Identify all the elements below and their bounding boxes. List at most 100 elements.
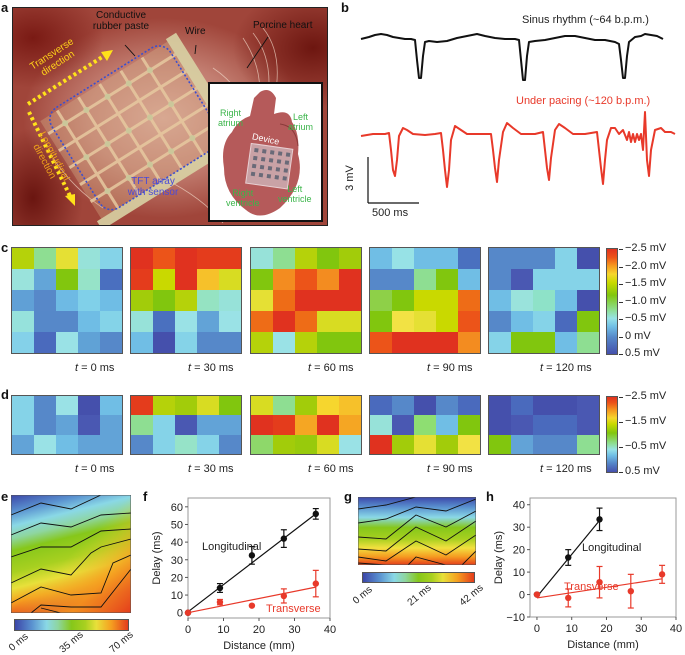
panel-label-e: e — [1, 489, 9, 504]
heatmap-cell — [251, 290, 273, 311]
heatmap-cell — [34, 269, 56, 290]
data-point-transverse — [216, 598, 224, 606]
heatmap-cell — [533, 311, 555, 332]
heatmap-cell — [511, 311, 533, 332]
heatmap-cell — [100, 290, 122, 311]
data-point-transverse — [248, 602, 256, 609]
heatmap-cell — [370, 415, 392, 435]
data-point-transverse — [184, 609, 192, 616]
heatmap-cell — [251, 311, 273, 332]
heatmap-cell — [34, 415, 56, 435]
x-axis-label: Distance (mm) — [223, 640, 295, 652]
heatmap-cell — [392, 269, 414, 290]
heatmap-cell — [131, 248, 153, 269]
heatmap-cell — [251, 332, 273, 353]
heatmap-cell — [339, 269, 361, 290]
heatmap-cell — [317, 434, 339, 454]
x-tick-label: 30 — [635, 623, 647, 635]
heatmap-cell — [317, 415, 339, 435]
e-colorbar-tick-1: 35 ms — [57, 629, 86, 655]
heatmap-cell — [511, 396, 533, 416]
panel-c-colorbar-tick-5: 0 mV — [619, 329, 651, 342]
heatmap-cell — [295, 311, 317, 332]
heart-inset: Right atrium Left atrium Device Right ve… — [208, 82, 323, 222]
heatmap-cell — [100, 311, 122, 332]
data-point-transverse — [312, 580, 319, 587]
heatmap-cell — [458, 415, 480, 435]
x-tick-label: 10 — [566, 623, 578, 635]
heatmap-cell — [489, 434, 511, 454]
heatmap-cell — [100, 396, 122, 416]
heatmap-cell — [78, 269, 100, 290]
panel-label-c: c — [1, 240, 9, 255]
y-axis-label: Delay (ms) — [493, 531, 505, 584]
heatmap-cell — [339, 396, 361, 416]
heatmap-cell — [12, 434, 34, 454]
data-point-transverse — [565, 594, 572, 602]
heatmap-cell — [392, 415, 414, 435]
heatmap-cell — [392, 290, 414, 311]
heatmap-cell — [370, 311, 392, 332]
heatmap-cell — [153, 311, 175, 332]
heatmap-cell — [339, 332, 361, 353]
heatmap-cell — [78, 311, 100, 332]
y-tick-label: 10 — [171, 590, 183, 602]
heatmap-cell — [489, 396, 511, 416]
heatmap-cell — [175, 415, 197, 435]
scale-label-time: 500 ms — [372, 207, 409, 219]
panel-c-heatmap-1 — [130, 247, 242, 354]
heatmap-cell — [56, 396, 78, 416]
panel-c-colorbar-tick-0: −2.5 mV — [618, 242, 667, 254]
contour-fill — [358, 497, 476, 565]
heatmap-cell — [100, 434, 122, 454]
heatmap-cell — [78, 434, 100, 454]
heatmap-cell — [219, 248, 241, 269]
heatmap-cell — [577, 269, 599, 290]
heatmap-cell — [56, 434, 78, 454]
series-label-transverse: Transverse — [564, 581, 619, 593]
heatmap-cell — [131, 290, 153, 311]
heatmap-cell — [34, 434, 56, 454]
heatmap-cell — [34, 248, 56, 269]
x-tick-label: 0 — [185, 624, 191, 636]
g-colorbar-tick-0: 0 ms — [350, 584, 375, 607]
heatmap-cell — [577, 434, 599, 454]
heatmap-cell — [392, 332, 414, 353]
heatmap-cell — [56, 290, 78, 311]
heatmap-cell — [153, 396, 175, 416]
data-point-transverse — [533, 591, 541, 598]
heatmap-cell — [78, 248, 100, 269]
heatmap-cell — [295, 396, 317, 416]
heatmap-cell — [175, 248, 197, 269]
heatmap-cell — [555, 396, 577, 416]
data-point-longitudinal — [248, 552, 256, 559]
label-porcine-heart: Porcine heart — [253, 20, 313, 31]
panel-d-time-label-4: t = 120 ms — [540, 463, 592, 475]
heatmap-cell — [219, 415, 241, 435]
heatmap-cell — [100, 415, 122, 435]
heatmap-cell — [197, 434, 219, 454]
heatmap-cell — [339, 248, 361, 269]
series-label-transverse: Transverse — [266, 603, 321, 615]
panel-a-photo: Conductive rubber paste Wire Porcine hea… — [12, 7, 328, 226]
heatmap-cell — [436, 332, 458, 353]
panel-d-heatmap-0 — [11, 395, 123, 455]
heatmap-cell — [370, 434, 392, 454]
scale-label-voltage: 3 mV — [343, 165, 356, 191]
heatmap-cell — [317, 311, 339, 332]
series-label-longitudinal: Longitudinal — [582, 542, 641, 554]
panel-c-time-label-4: t = 120 ms — [540, 362, 592, 374]
heatmap-cell — [153, 332, 175, 353]
heatmap-cell — [175, 434, 197, 454]
heatmap-cell — [197, 415, 219, 435]
isochrone-lines — [11, 495, 131, 613]
e-colorbar-tick-0: 0 ms — [6, 631, 31, 654]
panel-g-colorbar — [362, 572, 475, 583]
heatmap-cell — [370, 396, 392, 416]
panel-c-colorbar-tick-4: −0.5 mV — [618, 312, 667, 324]
data-point-longitudinal — [596, 516, 603, 523]
heatmap-cell — [458, 332, 480, 353]
heatmap-cell — [12, 332, 34, 353]
panel-c-colorbar-tick-1: −2.0 mV — [618, 259, 667, 272]
heatmap-cell — [555, 332, 577, 353]
